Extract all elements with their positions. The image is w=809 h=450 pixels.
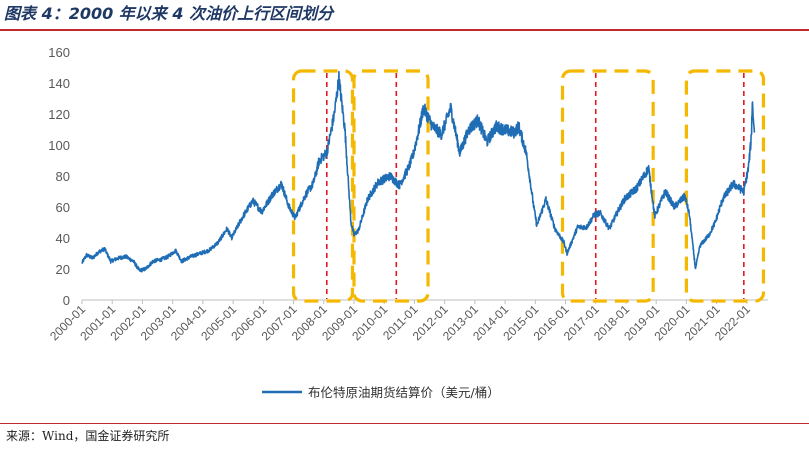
y-tick-label: 20 (56, 262, 70, 277)
y-tick-label: 140 (48, 76, 70, 91)
upcycle-box (684, 69, 766, 303)
y-axis-ticks: 0 20 40 60 80 100 120 140 160 (48, 45, 70, 308)
series-line (81, 70, 756, 273)
y-tick-label: 60 (56, 200, 70, 215)
upcycle-boxes (291, 69, 766, 303)
y-tick-label: 160 (48, 45, 70, 60)
legend: 布伦特原油期货结算价（美元/桶） (262, 385, 500, 400)
upcycle-box (352, 69, 430, 303)
y-tick-label: 0 (63, 293, 70, 308)
source-note: 来源：Wind，国金证券研究所 (6, 429, 170, 443)
y-tick-label: 80 (56, 169, 70, 184)
y-tick-label: 100 (48, 138, 70, 153)
y-tick-label: 40 (56, 231, 70, 246)
upcycle-box (291, 69, 355, 303)
figure-title: 图表 4：2000 年以来 4 次油价上行区间划分 (4, 4, 334, 23)
title-rule (0, 29, 809, 31)
upcycle-box (560, 69, 655, 303)
x-axis-ticks: 2000-012001-012002-012003-012004-012005-… (47, 300, 753, 343)
legend-label: 布伦特原油期货结算价（美元/桶） (308, 385, 500, 400)
source-rule (0, 423, 809, 424)
oil-price-chart: 0 20 40 60 80 100 120 140 160 2000-012001-012002… (47, 45, 768, 400)
y-tick-label: 120 (48, 107, 70, 122)
series-layer (81, 70, 756, 273)
